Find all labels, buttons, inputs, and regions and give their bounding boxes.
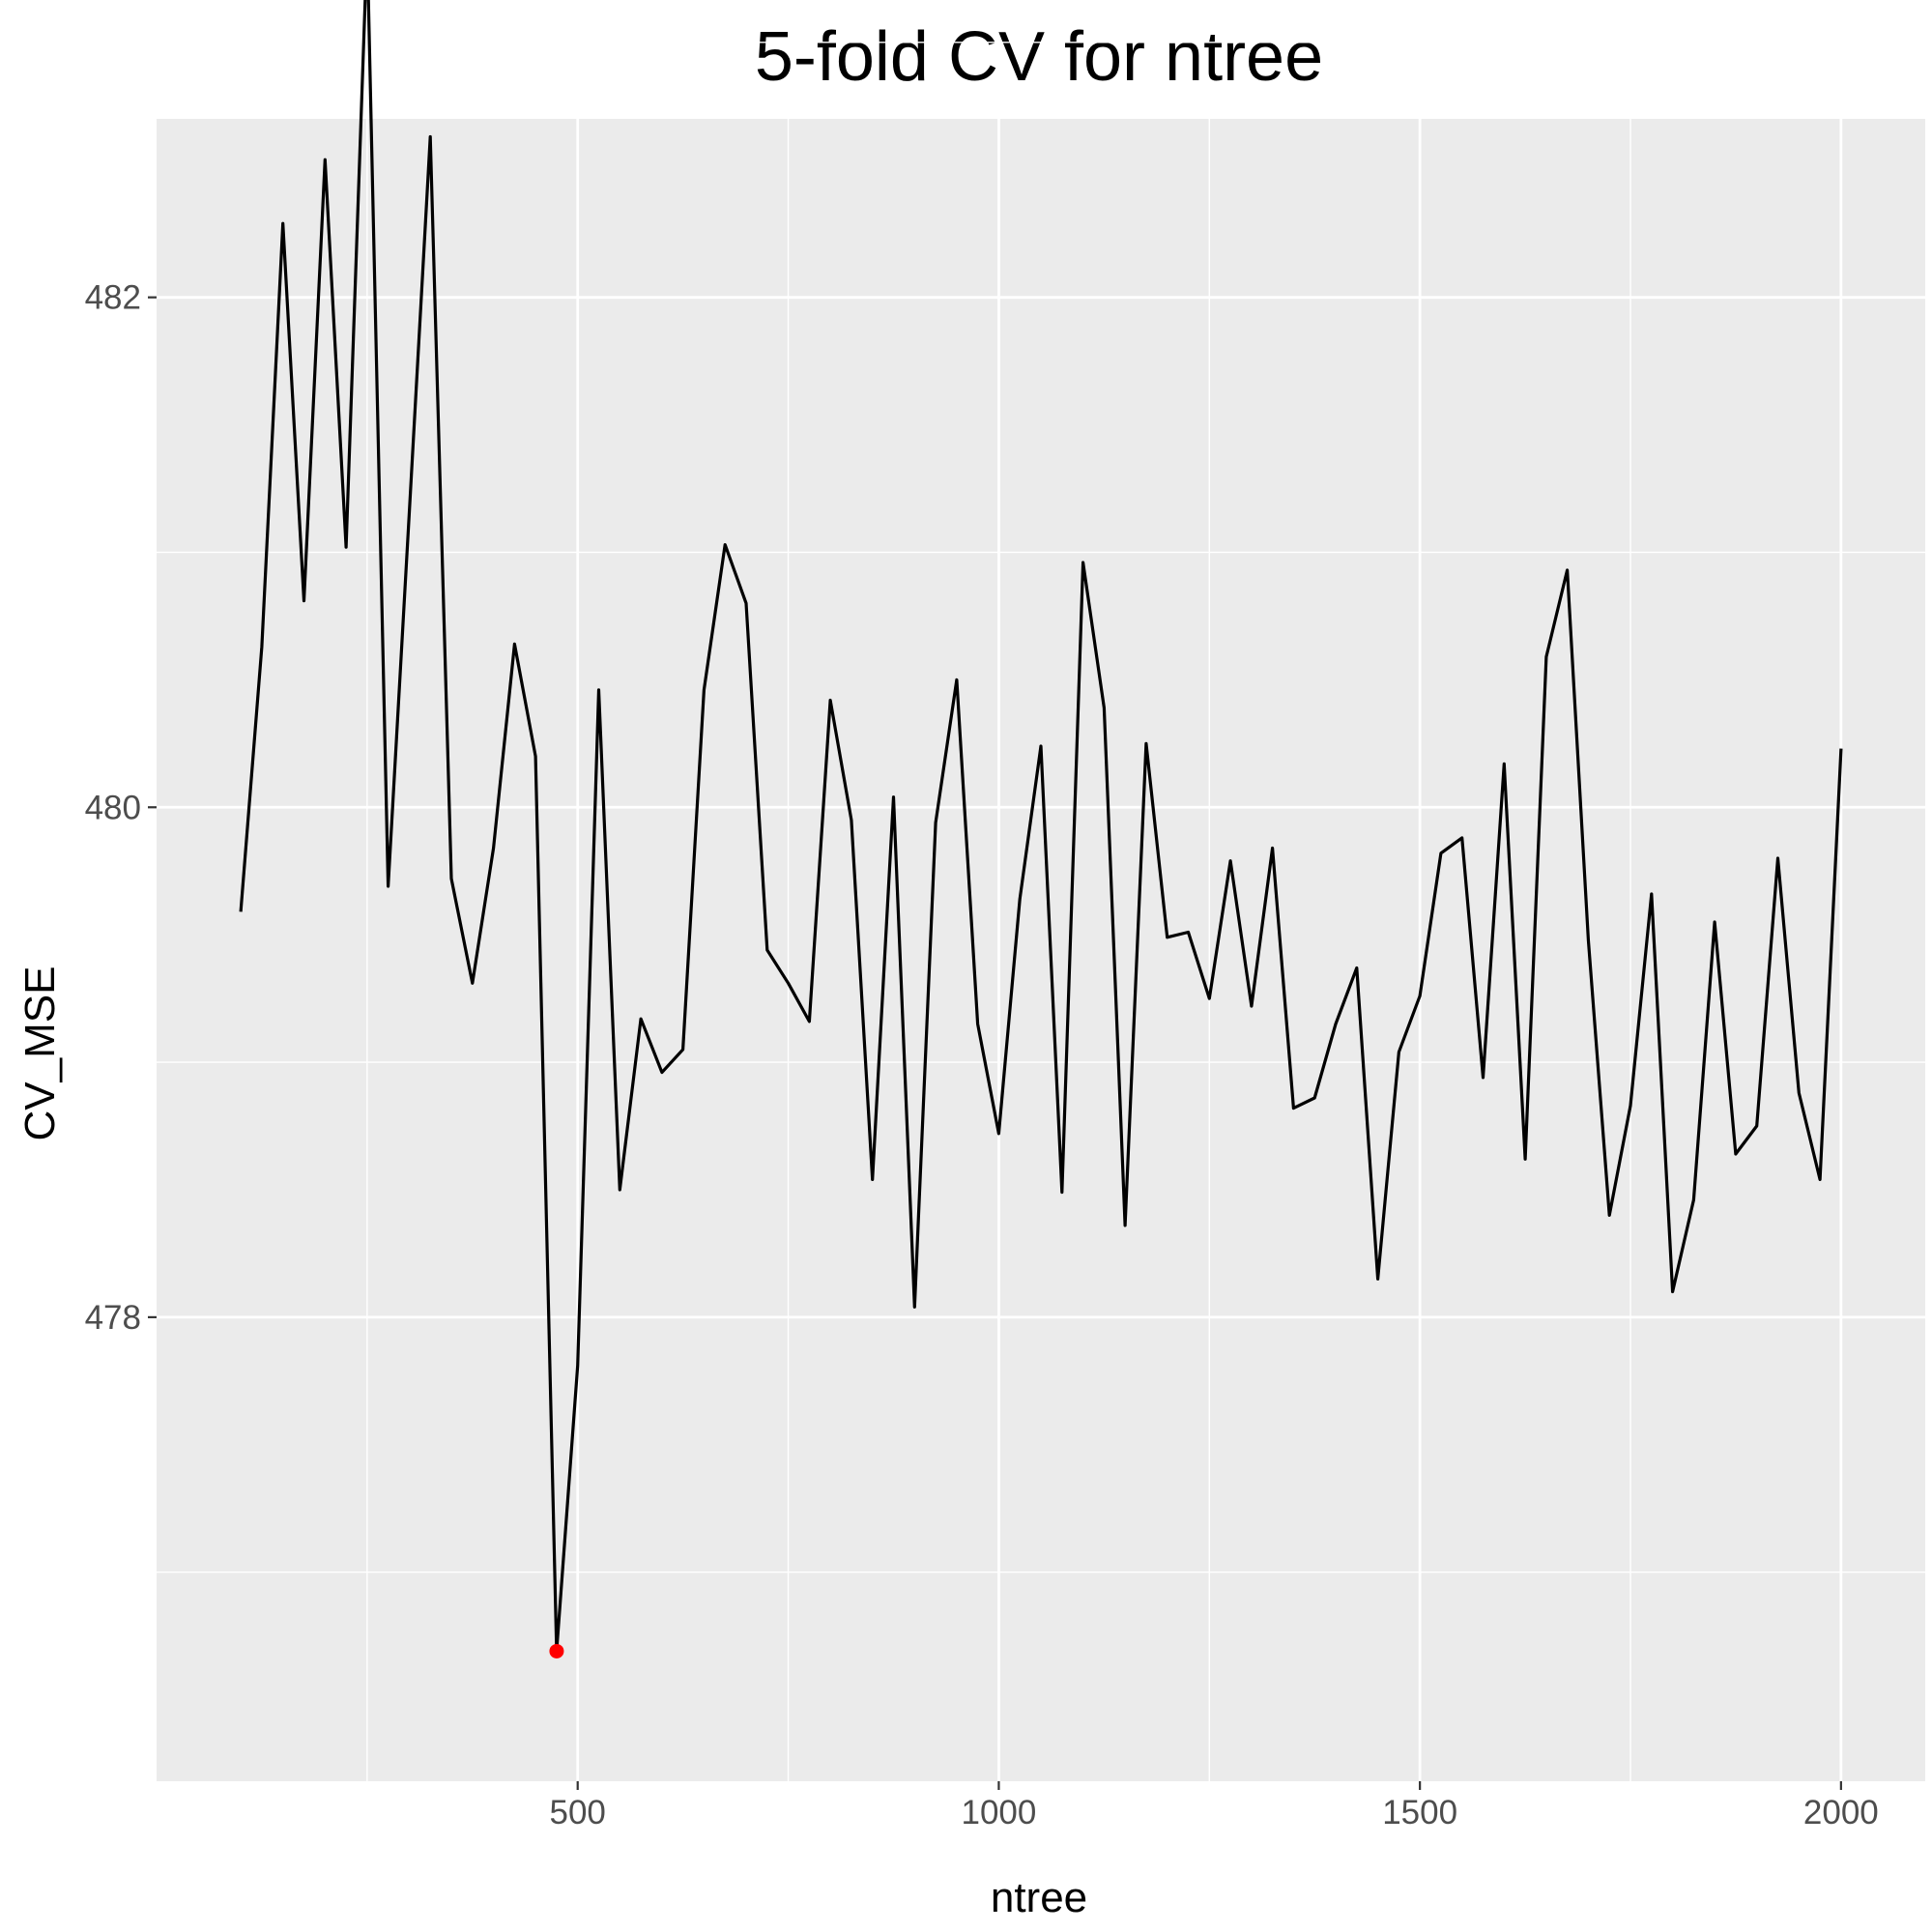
- x-axis: 500 1000 1500 2000: [550, 1781, 1879, 1831]
- x-axis-title: ntree: [991, 1874, 1087, 1921]
- y-axis: 478 480 482: [85, 279, 157, 1337]
- minimum-point-marker: [549, 1643, 564, 1658]
- x-tick-label: 1000: [961, 1794, 1036, 1831]
- cv-mse-line: [239, 0, 1843, 1654]
- y-axis-title: CV_MSE: [16, 966, 64, 1141]
- x-tick-label: 2000: [1803, 1794, 1879, 1831]
- minor-gridlines: [157, 42, 1925, 1781]
- y-tick-label: 480: [85, 789, 141, 826]
- x-tick-label: 1500: [1382, 1794, 1457, 1831]
- x-tick-label: 500: [550, 1794, 606, 1831]
- y-tick-label: 482: [85, 279, 141, 317]
- major-gridlines: [157, 119, 1925, 1781]
- plot-panel: [157, 119, 1925, 1781]
- chart-title: 5-fold CV for ntree: [755, 18, 1323, 96]
- y-tick-label: 478: [85, 1299, 141, 1337]
